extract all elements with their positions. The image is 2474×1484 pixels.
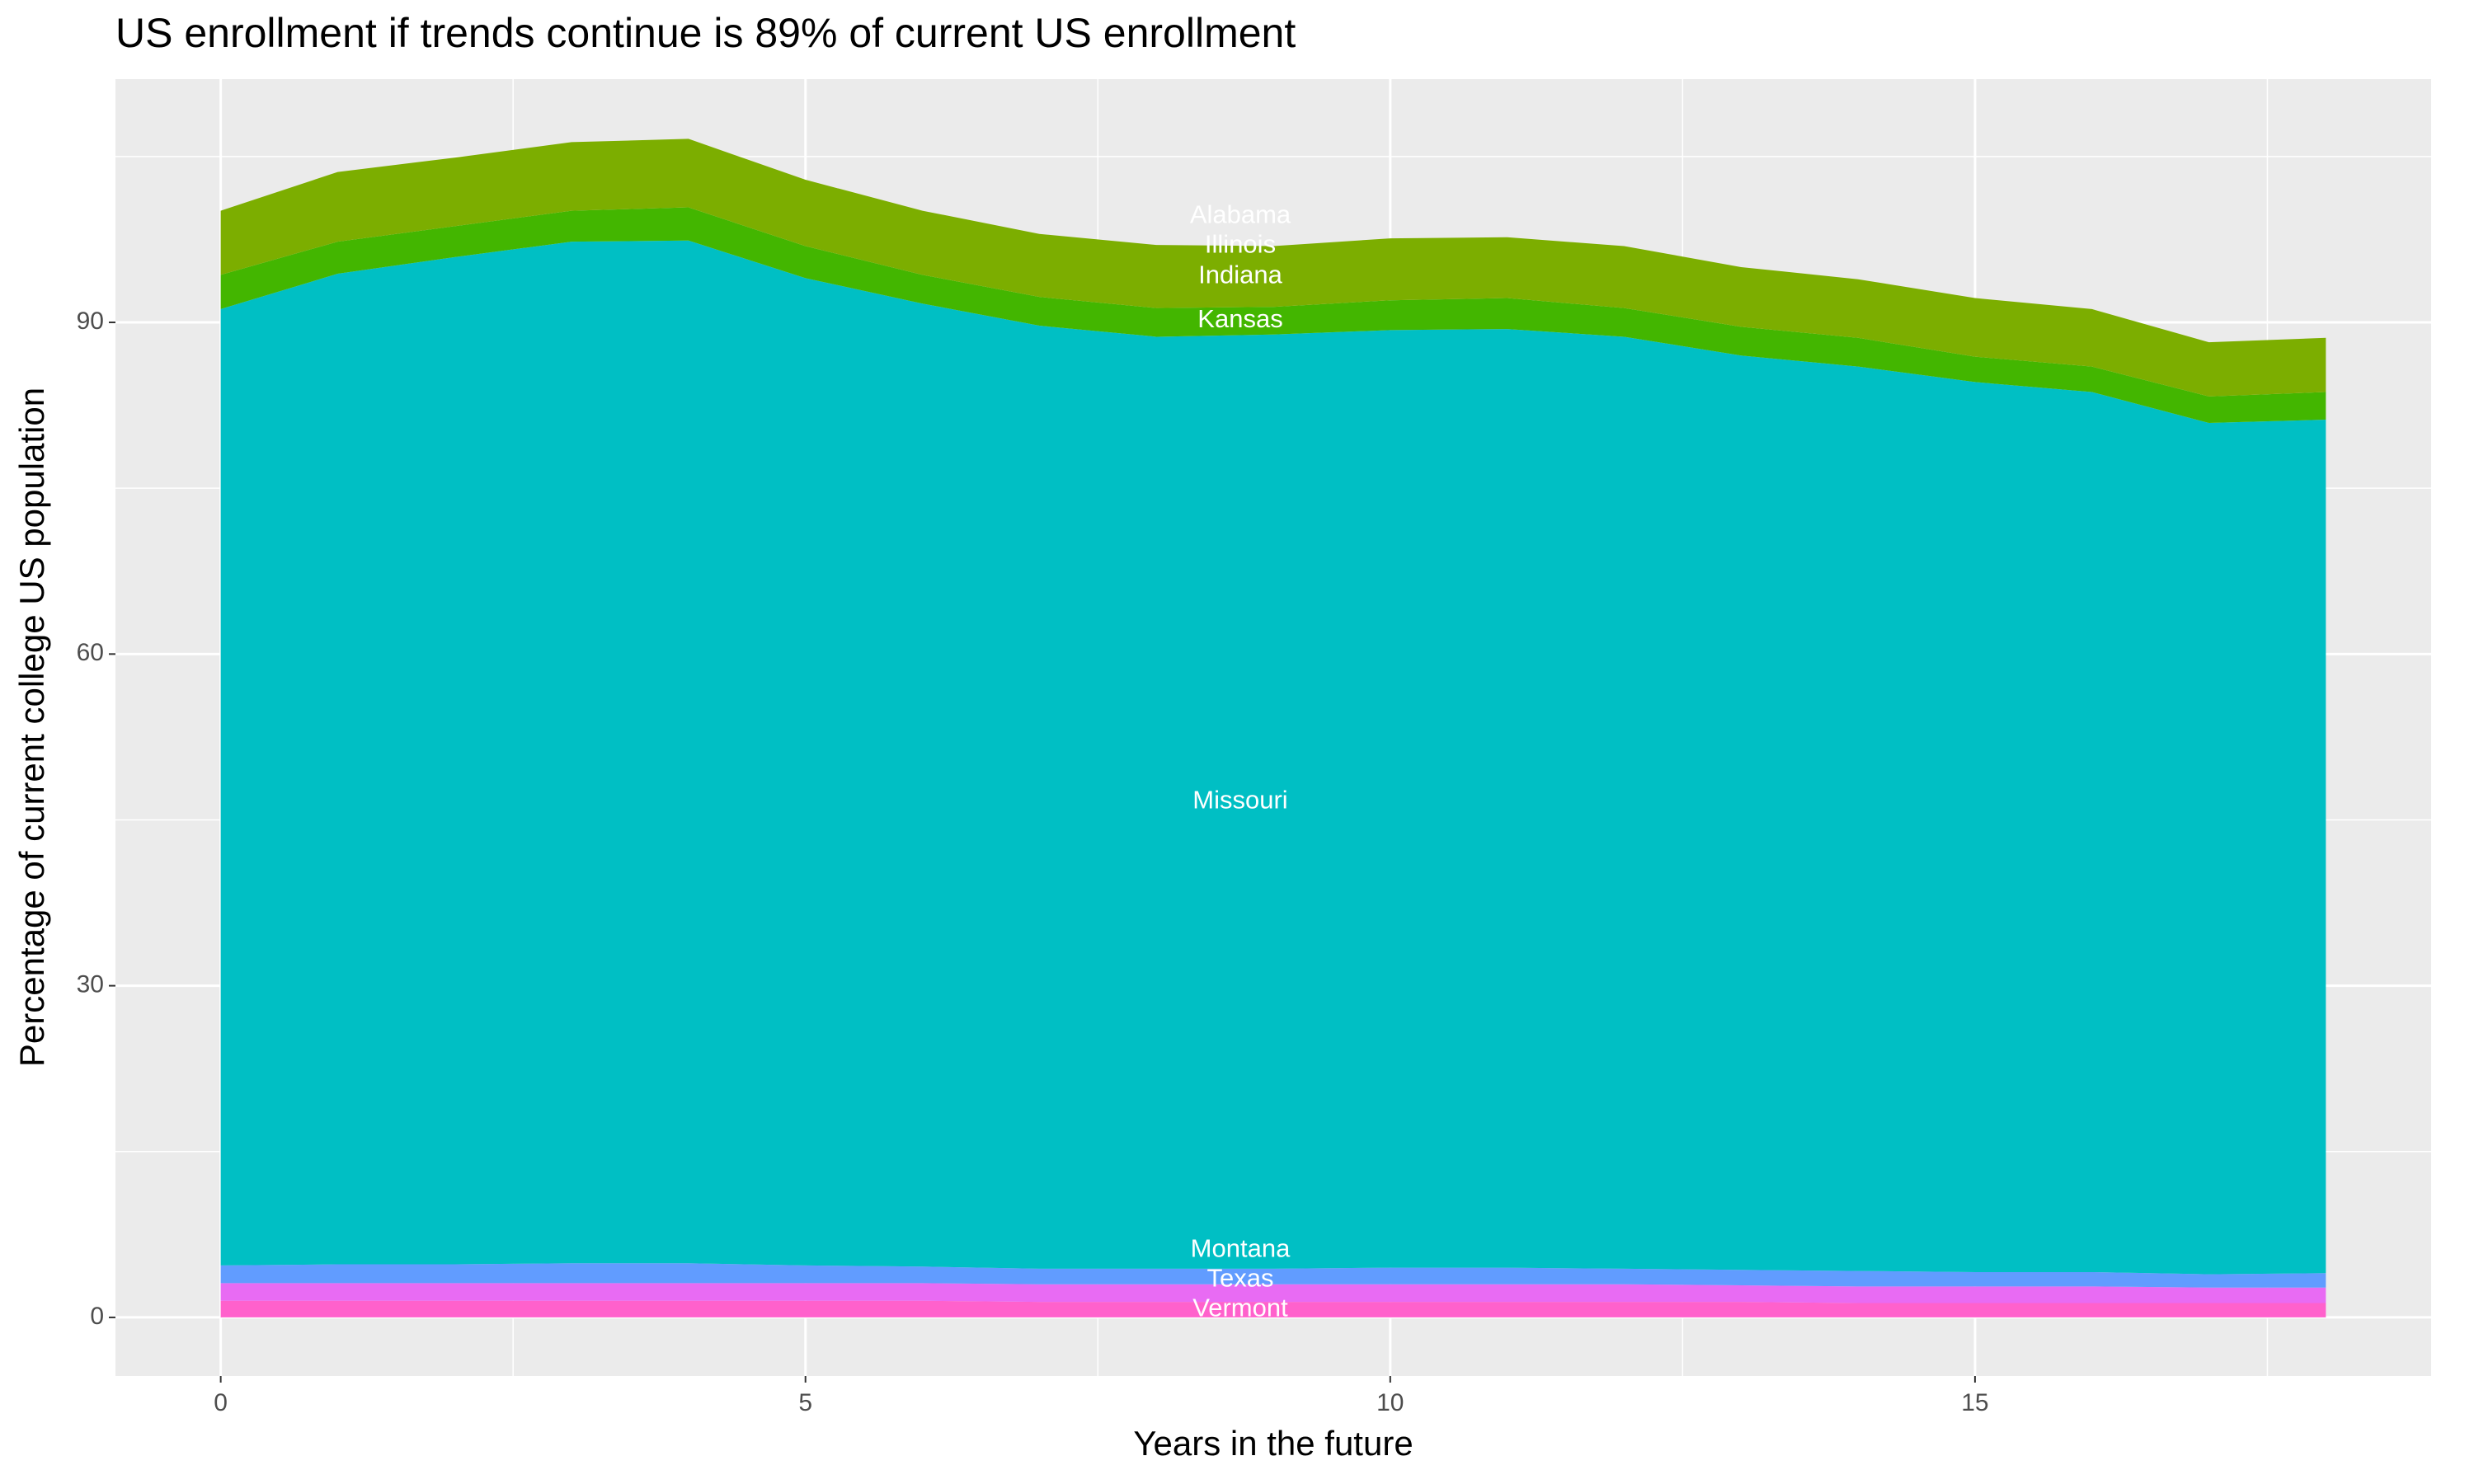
area [220, 1263, 2326, 1288]
area-label: Vermont [1192, 1294, 1288, 1322]
y-tick-label: 0 [90, 1303, 104, 1330]
x-tick-label: 0 [214, 1389, 228, 1416]
area [220, 240, 2326, 1275]
y-tick-label: 30 [77, 971, 104, 998]
y-tick-label: 60 [77, 639, 104, 666]
area-label: Indiana [1198, 261, 1282, 289]
y-tick-label: 90 [77, 308, 104, 335]
chart-title: US enrollment if trends continue is 89% … [115, 10, 1296, 56]
area-label: Texas [1207, 1264, 1274, 1293]
area-label: Alabama [1190, 200, 1291, 229]
area-label: Montana [1191, 1234, 1291, 1263]
area [220, 139, 2326, 397]
area [220, 1283, 2326, 1303]
area [220, 1300, 2326, 1317]
y-axis-title: Percentage of current college US populat… [12, 387, 51, 1067]
x-tick-label: 15 [1961, 1389, 1988, 1416]
x-tick-label: 5 [798, 1389, 812, 1416]
x-tick-label: 10 [1376, 1389, 1404, 1416]
area-label: Illinois [1205, 230, 1276, 259]
area [220, 207, 2326, 424]
area-label: Kansas [1197, 304, 1282, 333]
x-axis-title: Years in the future [1133, 1424, 1413, 1463]
area-label: Missouri [1192, 786, 1287, 815]
